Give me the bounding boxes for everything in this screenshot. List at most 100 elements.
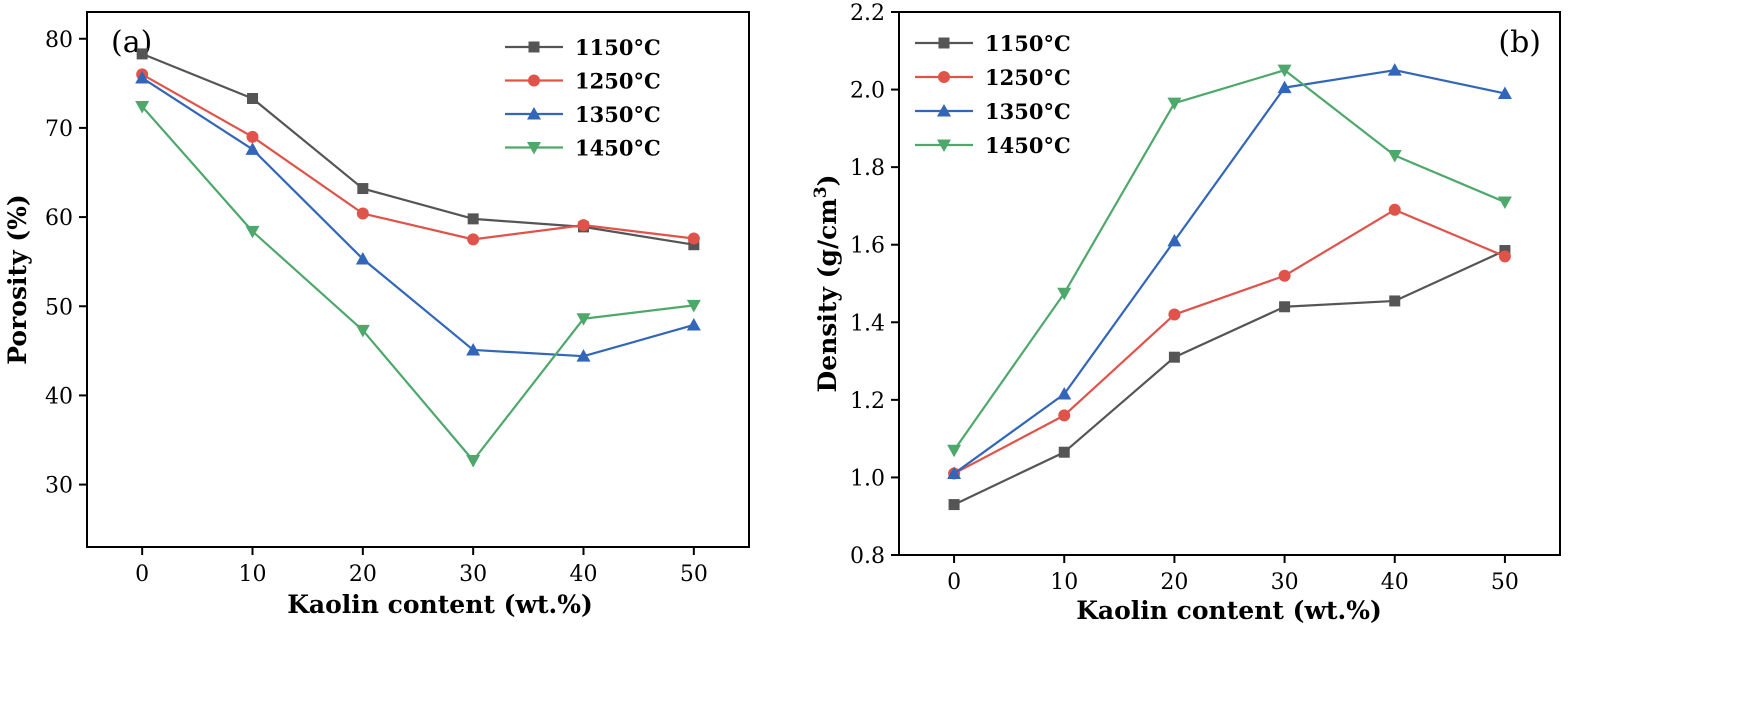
y-tick-label: 1.4 xyxy=(850,311,885,336)
data-point xyxy=(246,130,259,143)
data-point xyxy=(1389,295,1401,307)
y-tick-label: 2.0 xyxy=(850,79,885,104)
y-axis-label-superscript: 3 xyxy=(811,186,831,198)
chart-panel-b: 0 10 20 30 40 50 0.8 1.0 1.2 1.4 1.6 1.8 2.0 2.2 Kaoli… xyxy=(811,1,1561,625)
y-tick-label: 1.6 xyxy=(850,234,885,259)
data-point xyxy=(1277,64,1292,78)
legend-marker xyxy=(937,104,951,117)
data-point xyxy=(1387,63,1402,76)
plot-frame xyxy=(898,11,1561,556)
legend-label: 1250°C xyxy=(985,65,1071,90)
series-line-2 xyxy=(141,77,695,358)
data-point xyxy=(467,233,480,246)
data-point xyxy=(245,142,260,155)
series-line-0 xyxy=(953,249,1506,506)
data-point xyxy=(1167,97,1182,111)
data-point xyxy=(687,232,700,245)
panel-label: (b) xyxy=(1498,25,1541,60)
x-tick-label: 10 xyxy=(1050,570,1078,595)
data-point xyxy=(1388,203,1401,216)
data-point xyxy=(1167,233,1182,247)
x-tick-label: 50 xyxy=(680,562,708,587)
data-point xyxy=(1279,301,1291,313)
legend-label: 1450°C xyxy=(985,133,1071,158)
series-line-1 xyxy=(953,208,1506,475)
data-point xyxy=(1277,80,1292,94)
y-tick-label: 40 xyxy=(45,384,73,409)
data-point xyxy=(466,342,481,356)
legend-label: 1250°C xyxy=(575,69,661,94)
data-point xyxy=(1497,86,1512,99)
y-tick-label: 80 xyxy=(45,28,73,53)
legend-entry: 1450°C xyxy=(915,133,1071,158)
data-point xyxy=(947,444,962,458)
series-line-3 xyxy=(141,105,694,462)
legend-marker xyxy=(528,41,540,53)
y-tick-label: 1.2 xyxy=(850,389,885,414)
data-point xyxy=(135,101,150,114)
legend-entry: 1350°C xyxy=(505,102,661,127)
data-point xyxy=(1387,150,1402,163)
y-tick-label: 50 xyxy=(45,295,73,320)
x-axis-label: Kaolin content (wt.%) xyxy=(1076,596,1382,625)
data-point xyxy=(1498,250,1511,263)
y-tick-label: 0.8 xyxy=(850,544,885,569)
x-tick-label: 0 xyxy=(947,570,961,595)
y-tick-label: 1.8 xyxy=(850,156,885,181)
data-point xyxy=(686,299,701,313)
legend-label: 1350°C xyxy=(985,99,1071,124)
data-point xyxy=(1058,446,1070,458)
data-point xyxy=(357,183,369,195)
legend-entry: 1150°C xyxy=(505,35,661,60)
data-point xyxy=(247,92,258,104)
y-tick-label: 2.2 xyxy=(850,1,885,26)
data-point xyxy=(135,70,150,84)
data-point xyxy=(1168,308,1181,321)
data-point xyxy=(1057,287,1072,301)
series-line-0 xyxy=(141,52,695,246)
data-point xyxy=(576,313,591,326)
legend-marker xyxy=(527,142,541,155)
legend-entry: 1450°C xyxy=(505,136,661,161)
data-point xyxy=(467,213,479,225)
data-point xyxy=(948,499,960,511)
data-point xyxy=(1168,351,1180,363)
legend-marker xyxy=(527,107,541,120)
y-axis-label-main: Density (g/cm xyxy=(813,198,842,392)
data-point xyxy=(1278,269,1291,282)
series-line-2 xyxy=(953,69,1506,475)
data-point xyxy=(1058,409,1071,422)
x-tick-label: 20 xyxy=(1160,570,1188,595)
data-point xyxy=(245,225,260,239)
x-tick-label: 20 xyxy=(349,562,377,587)
legend-entry: 1250°C xyxy=(505,69,661,94)
legend-marker xyxy=(938,37,950,49)
legend-label: 1350°C xyxy=(575,102,661,127)
data-point xyxy=(947,466,962,480)
legend-entry: 1350°C xyxy=(915,99,1071,124)
y-tick-label: 70 xyxy=(45,117,73,142)
data-point xyxy=(688,239,700,251)
series-line-3 xyxy=(953,69,1506,451)
legend-entry: 1150°C xyxy=(915,31,1071,56)
x-tick-label: 40 xyxy=(1381,570,1409,595)
data-point xyxy=(576,349,591,362)
data-point xyxy=(577,219,590,232)
x-tick-label: 30 xyxy=(459,562,487,587)
x-tick-label: 40 xyxy=(570,562,598,587)
plot-frame xyxy=(86,11,750,548)
data-point xyxy=(1057,387,1072,400)
data-point xyxy=(355,251,370,265)
legend-marker xyxy=(937,139,951,152)
legend-label: 1150°C xyxy=(575,35,661,60)
legend-marker xyxy=(938,71,950,83)
data-point xyxy=(355,324,370,338)
x-tick-label: 30 xyxy=(1271,570,1299,595)
x-tick-label: 0 xyxy=(135,562,149,587)
data-point xyxy=(466,455,481,468)
y-axis-label: Density (g/cm3) xyxy=(811,175,842,393)
series-line-1 xyxy=(141,73,694,241)
legend-marker xyxy=(528,74,540,87)
x-tick-label: 10 xyxy=(239,562,267,587)
